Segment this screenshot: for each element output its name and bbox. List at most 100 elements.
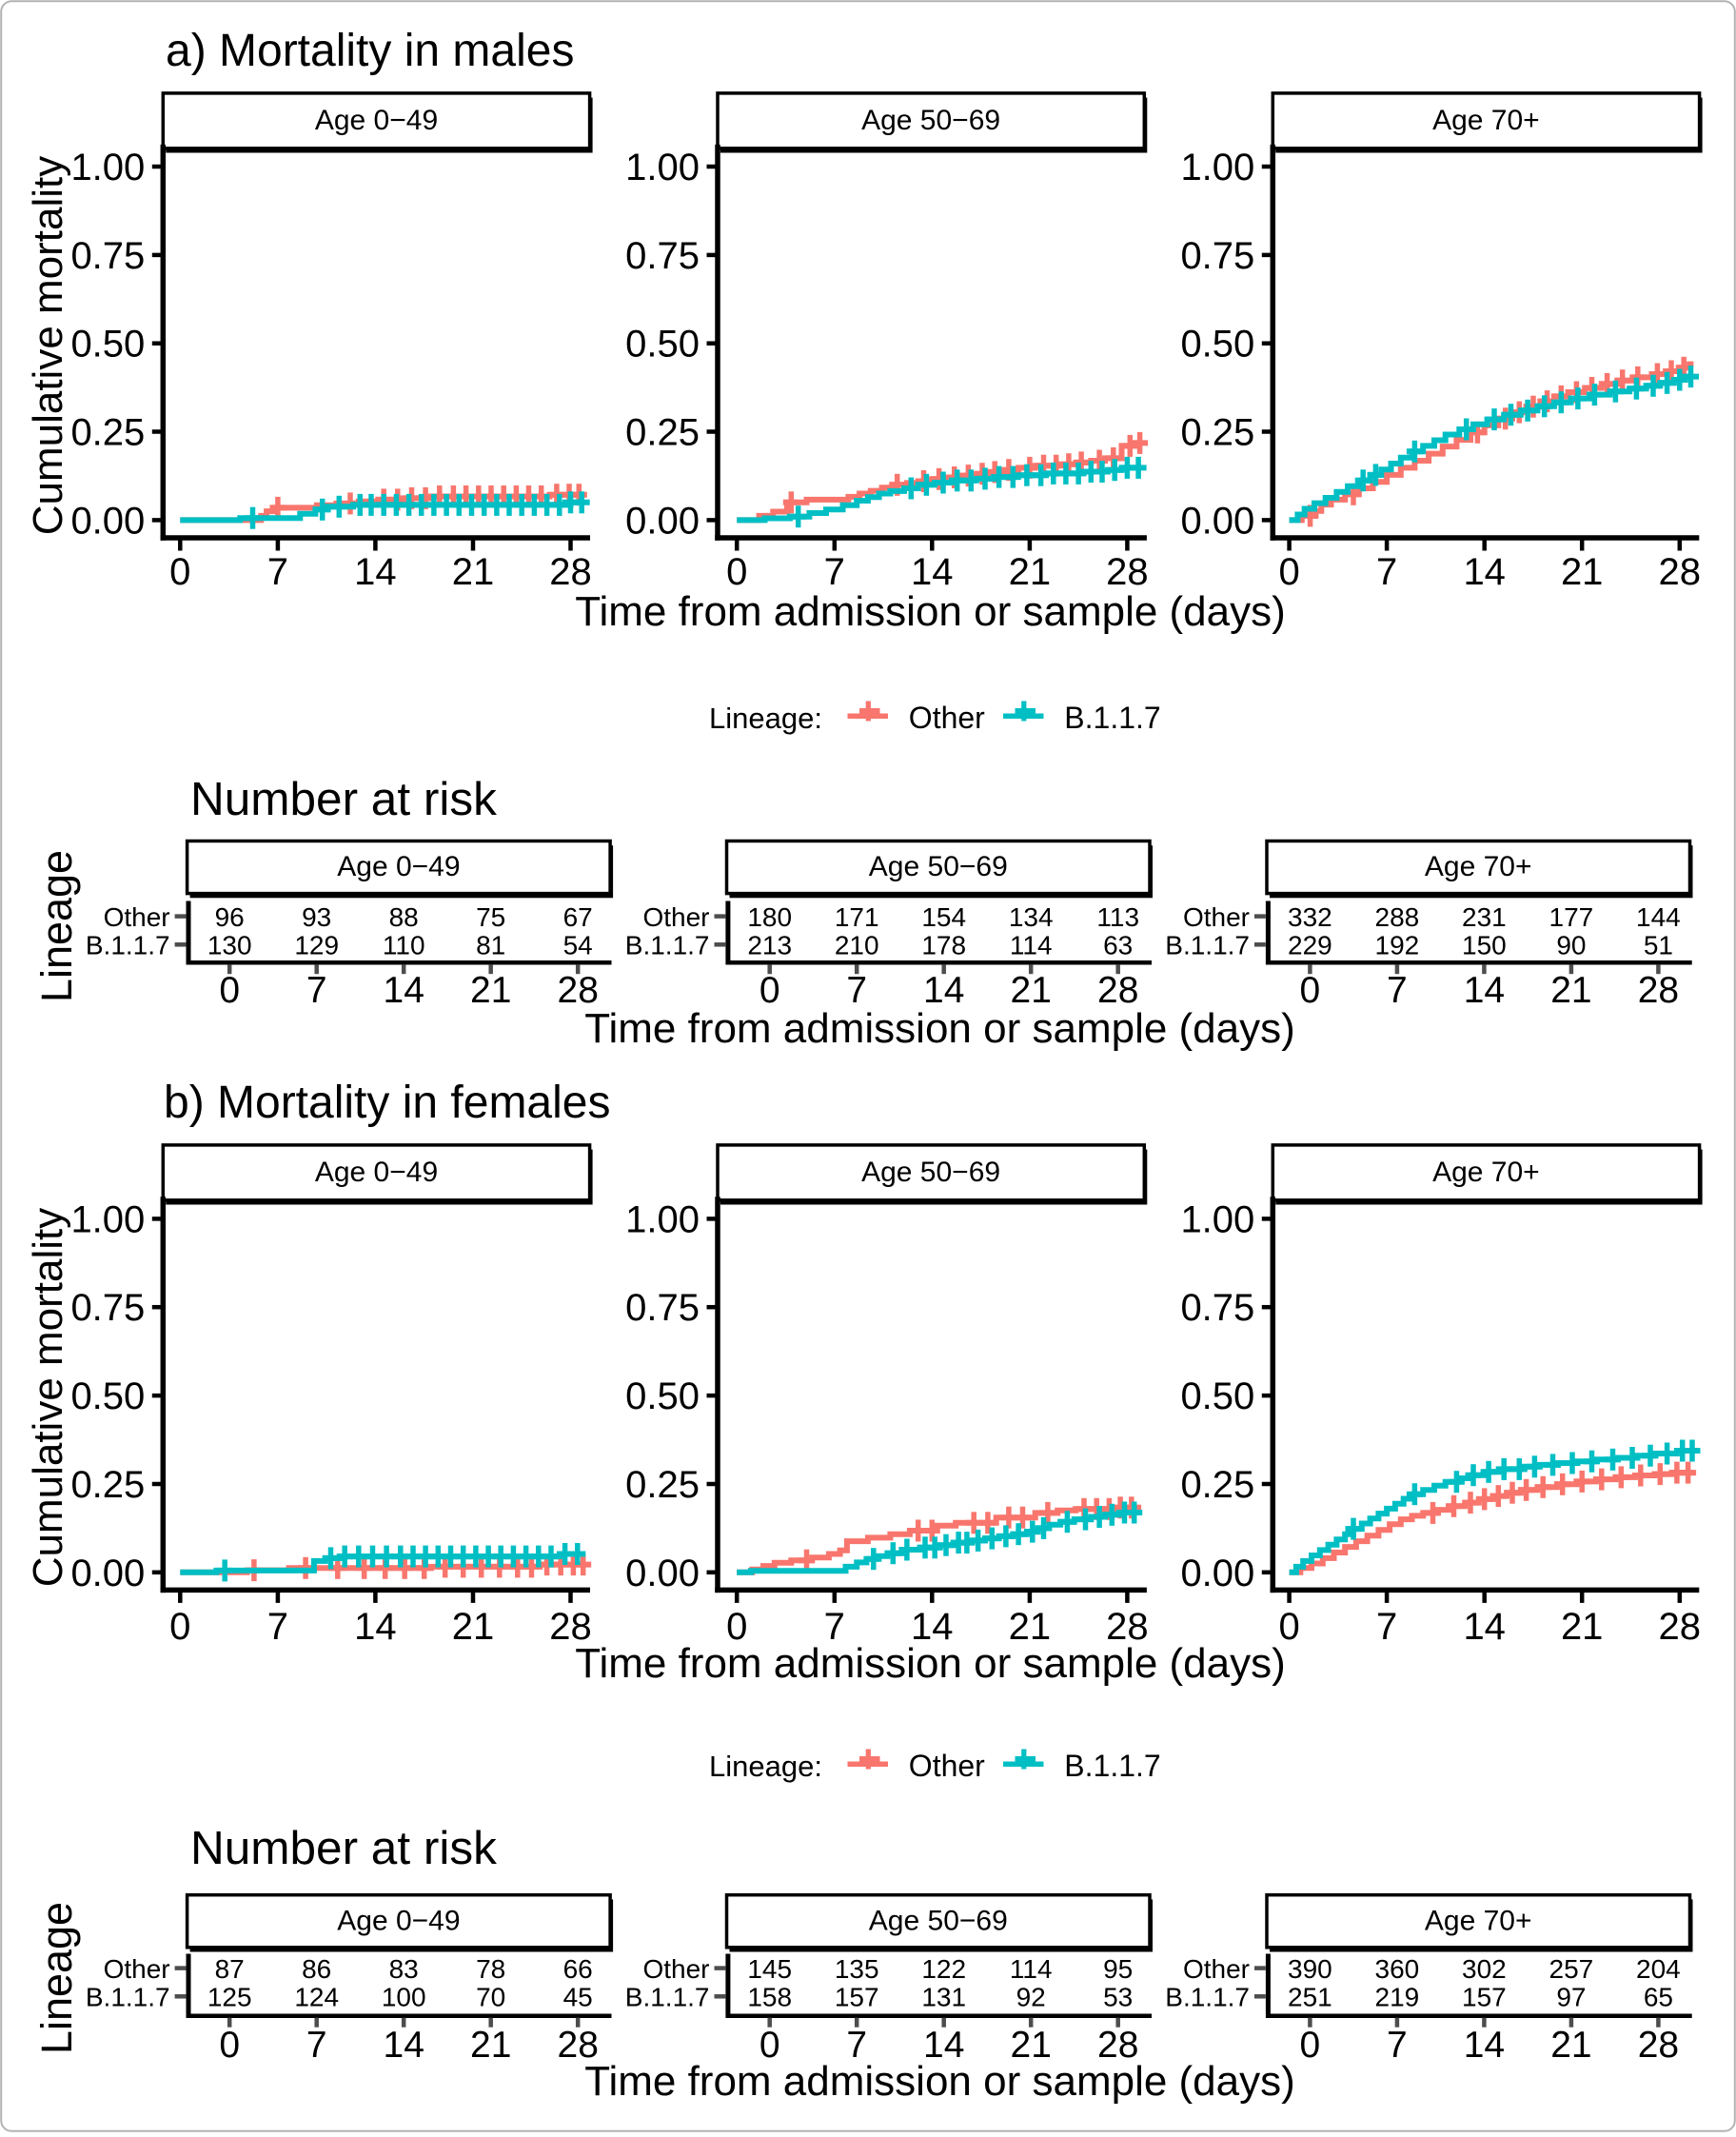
- svg-text:92: 92: [1016, 1983, 1046, 2012]
- svg-text:Age 0−49: Age 0−49: [315, 1157, 438, 1188]
- svg-text:83: 83: [389, 1954, 419, 1984]
- svg-text:0: 0: [726, 551, 747, 593]
- svg-text:96: 96: [215, 902, 245, 932]
- svg-text:Lineage:: Lineage:: [709, 1750, 822, 1783]
- svg-text:144: 144: [1636, 902, 1681, 932]
- svg-text:0: 0: [1300, 2025, 1321, 2066]
- svg-text:28: 28: [1097, 970, 1138, 1011]
- svg-text:Time from admission or sample: Time from admission or sample (days): [584, 1005, 1295, 1052]
- svg-text:97: 97: [1556, 1983, 1586, 2012]
- svg-text:14: 14: [1464, 970, 1505, 1011]
- svg-text:0: 0: [169, 1606, 190, 1648]
- svg-text:150: 150: [1462, 931, 1507, 960]
- svg-text:0.25: 0.25: [70, 412, 145, 454]
- svg-text:Other: Other: [642, 902, 709, 932]
- svg-text:0: 0: [1278, 1606, 1299, 1648]
- svg-text:1.00: 1.00: [70, 147, 145, 188]
- svg-text:14: 14: [354, 1606, 397, 1648]
- svg-text:Number at risk: Number at risk: [190, 773, 497, 825]
- svg-text:0.75: 0.75: [70, 1287, 145, 1329]
- svg-text:Other: Other: [104, 1954, 170, 1984]
- svg-text:B.1.1.7: B.1.1.7: [86, 1983, 170, 2012]
- svg-text:66: 66: [563, 1954, 593, 1984]
- svg-text:14: 14: [354, 551, 397, 593]
- svg-text:Age 0−49: Age 0−49: [315, 105, 438, 136]
- svg-text:Time from admission or sample: Time from admission or sample (days): [575, 1640, 1286, 1687]
- svg-text:86: 86: [302, 1954, 331, 1984]
- svg-text:1.00: 1.00: [625, 1198, 700, 1240]
- svg-text:21: 21: [1009, 1606, 1052, 1648]
- svg-text:0.00: 0.00: [1180, 500, 1254, 542]
- svg-text:21: 21: [1561, 1606, 1604, 1648]
- svg-text:0: 0: [760, 2025, 780, 2066]
- svg-text:0.00: 0.00: [625, 500, 700, 542]
- svg-text:28: 28: [1106, 551, 1149, 593]
- svg-text:14: 14: [384, 2025, 424, 2066]
- svg-text:Time from admission or sample: Time from admission or sample (days): [575, 588, 1286, 635]
- svg-text:B.1.1.7: B.1.1.7: [86, 931, 170, 960]
- svg-text:135: 135: [835, 1954, 879, 1984]
- svg-text:B.1.1.7: B.1.1.7: [1165, 931, 1250, 960]
- svg-text:1.00: 1.00: [1180, 147, 1254, 188]
- svg-text:B.1.1.7: B.1.1.7: [625, 1983, 710, 2012]
- svg-text:0.50: 0.50: [625, 1375, 700, 1417]
- svg-text:360: 360: [1375, 1954, 1420, 1984]
- svg-text:114: 114: [1010, 931, 1053, 960]
- svg-text:78: 78: [476, 1954, 505, 1984]
- svg-text:0: 0: [726, 1606, 747, 1648]
- svg-text:21: 21: [452, 1606, 495, 1648]
- svg-text:7: 7: [1387, 970, 1408, 1011]
- svg-text:Age 70+: Age 70+: [1432, 1157, 1540, 1188]
- svg-text:28: 28: [1638, 970, 1679, 1011]
- svg-text:114: 114: [1010, 1954, 1053, 1984]
- svg-text:28: 28: [1659, 1606, 1702, 1648]
- svg-text:0.75: 0.75: [625, 1287, 700, 1329]
- svg-text:0.25: 0.25: [625, 1464, 700, 1506]
- svg-text:219: 219: [1375, 1983, 1420, 2012]
- svg-text:7: 7: [1387, 2025, 1408, 2066]
- svg-text:0.50: 0.50: [1180, 1375, 1254, 1417]
- svg-text:28: 28: [558, 2025, 599, 2066]
- svg-text:0.00: 0.00: [625, 1553, 700, 1594]
- svg-text:28: 28: [549, 551, 592, 593]
- svg-text:Other: Other: [1183, 1954, 1250, 1984]
- svg-text:125: 125: [207, 1983, 252, 2012]
- svg-text:54: 54: [563, 931, 593, 960]
- svg-text:7: 7: [1376, 551, 1397, 593]
- svg-text:332: 332: [1288, 902, 1332, 932]
- svg-text:65: 65: [1644, 1983, 1673, 2012]
- svg-text:Other: Other: [104, 902, 170, 932]
- svg-text:14: 14: [1463, 551, 1506, 593]
- svg-text:302: 302: [1462, 1954, 1507, 1984]
- svg-text:204: 204: [1636, 1954, 1681, 1984]
- svg-text:21: 21: [452, 551, 495, 593]
- svg-text:Other: Other: [1183, 902, 1250, 932]
- svg-text:21: 21: [1550, 2025, 1591, 2066]
- svg-text:28: 28: [1659, 551, 1702, 593]
- svg-text:B.1.1.7: B.1.1.7: [625, 931, 710, 960]
- svg-text:a) Mortality in males: a) Mortality in males: [166, 26, 574, 76]
- svg-text:28: 28: [549, 1606, 592, 1648]
- svg-text:Cumulative mortality: Cumulative mortality: [25, 1208, 71, 1588]
- svg-text:0: 0: [169, 551, 190, 593]
- svg-text:157: 157: [835, 1983, 879, 2012]
- svg-text:88: 88: [389, 902, 419, 932]
- svg-text:7: 7: [306, 2025, 327, 2066]
- svg-text:21: 21: [1561, 551, 1604, 593]
- svg-text:28: 28: [1106, 1606, 1149, 1648]
- svg-text:Cumulative mortality: Cumulative mortality: [25, 156, 71, 536]
- svg-text:B.1.1.7: B.1.1.7: [1064, 701, 1160, 735]
- svg-text:0: 0: [760, 970, 780, 1011]
- svg-text:Age 50−69: Age 50−69: [861, 1157, 1000, 1188]
- svg-text:B.1.1.7: B.1.1.7: [1064, 1749, 1160, 1783]
- svg-text:1.00: 1.00: [70, 1198, 145, 1240]
- svg-text:Number at risk: Number at risk: [190, 1822, 497, 1874]
- svg-text:124: 124: [294, 1983, 339, 2012]
- svg-text:1.00: 1.00: [1180, 1198, 1254, 1240]
- svg-text:129: 129: [294, 931, 339, 960]
- svg-text:14: 14: [923, 2025, 964, 2066]
- svg-text:45: 45: [563, 1983, 593, 2012]
- svg-text:14: 14: [911, 551, 954, 593]
- svg-text:14: 14: [923, 970, 964, 1011]
- svg-text:63: 63: [1103, 931, 1133, 960]
